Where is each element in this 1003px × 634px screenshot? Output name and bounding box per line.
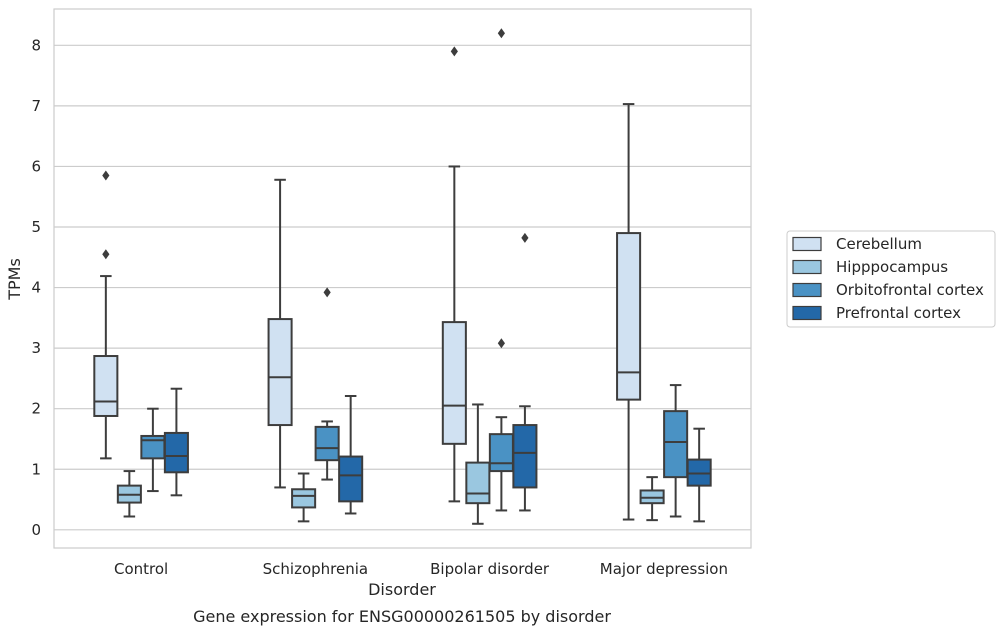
legend-label: Cerebellum: [836, 235, 922, 253]
box-body: [338, 455, 364, 503]
box-plot: [686, 427, 712, 523]
x-tick-labels: Control Schizophrenia Bipolar disorder Majo…: [114, 560, 728, 578]
box-plot: [465, 403, 491, 525]
box-body: [441, 321, 467, 445]
y-tick-label: 1: [31, 460, 41, 478]
y-tick-label: 8: [31, 36, 41, 54]
box-body: [663, 410, 689, 479]
box-plot: [663, 384, 689, 518]
box-body: [616, 232, 642, 401]
x-axis-title: Disorder: [368, 580, 436, 599]
x-tick-label: Major depression: [600, 560, 728, 578]
outlier-point: [102, 249, 110, 260]
box-body: [267, 318, 293, 427]
y-tick-label: 2: [31, 400, 41, 418]
box-body: [488, 433, 514, 473]
y-tick-label: 3: [31, 339, 41, 357]
box-body: [93, 355, 119, 417]
y-tick-label: 5: [31, 218, 41, 236]
box-plot: [93, 170, 119, 460]
legend-swatch: [792, 236, 822, 252]
box-plot: [116, 470, 142, 518]
legend: Cerebellum Hipppocampus Orbitofrontal cort…: [786, 230, 996, 328]
box-plot: [616, 103, 642, 521]
box-plot: [314, 287, 340, 481]
outlier-point: [521, 232, 529, 243]
outlier-point: [450, 46, 458, 57]
box-plot: [291, 472, 317, 523]
outlier-point: [497, 338, 505, 349]
box-plot: [338, 394, 364, 515]
legend-frame: [786, 230, 996, 328]
box-body: [465, 461, 491, 505]
y-tick-label: 4: [31, 279, 41, 297]
legend-label: Prefrontal cortex: [836, 304, 961, 322]
legend-label: Hipppocampus: [836, 258, 948, 276]
box-plot: [267, 178, 293, 489]
box-plot: [639, 476, 665, 522]
chart-caption: Gene expression for ENSG00000261505 by d…: [193, 607, 611, 626]
outlier-point: [323, 287, 331, 298]
y-axis-title: TPMs: [5, 258, 24, 301]
plot-frame: [53, 8, 752, 549]
legend-swatch: [792, 305, 822, 321]
y-tick-label: 6: [31, 157, 41, 175]
box-body: [291, 488, 317, 509]
box-plot: [163, 387, 189, 497]
y-tick-label: 0: [31, 521, 41, 539]
box-body: [163, 431, 189, 474]
box-layer: [93, 28, 712, 525]
box-plot: [488, 28, 514, 512]
y-tick-labels: 0 1 2 3 4 5 6 7 8: [31, 36, 41, 538]
box-plot: [512, 232, 538, 512]
x-tick-label: Control: [114, 560, 168, 578]
legend-swatch: [792, 259, 822, 275]
box-body: [314, 425, 340, 462]
y-tick-label: 7: [31, 97, 41, 115]
legend-swatch: [792, 282, 822, 298]
x-tick-label: Schizophrenia: [263, 560, 368, 578]
outlier-point: [102, 170, 110, 181]
box-body: [512, 424, 538, 489]
legend-label: Orbitofrontal cortex: [836, 281, 984, 299]
outlier-point: [497, 28, 505, 39]
box-plot: [140, 407, 166, 493]
x-tick-label: Bipolar disorder: [430, 560, 550, 578]
box-plot: [441, 46, 467, 503]
